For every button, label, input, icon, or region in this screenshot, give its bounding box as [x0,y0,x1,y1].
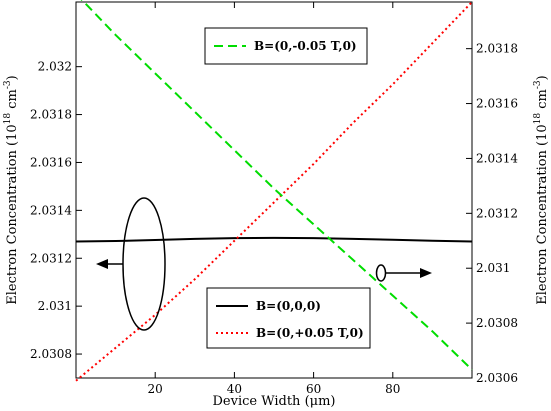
annotation-arrow-right-head [420,268,432,278]
left-y-tick-label: 2.032 [38,60,72,74]
right-y-tick-label: 2.0318 [476,42,518,56]
left-y-label-part-3: ) [5,75,20,80]
legend-bottom: B=(0,0,0) B=(0,+0.05 T,0) [206,287,371,349]
left-y-tick-label: 2.0318 [30,108,72,122]
legend-bottom-box [206,287,371,349]
right-y-tick-label: 2.0306 [476,371,518,385]
right-y-tick-label: 2.0314 [476,151,518,165]
annotation-ellipse-left [122,197,166,331]
left-y-tick-label: 2.031 [38,299,72,313]
series-line-1 [75,236,473,243]
series-line-3 [80,0,473,371]
left-y-label-sup-1: 18 [3,113,13,125]
x-tick-label: 60 [306,382,321,396]
legend-label-plus: B=(0,+0.05 T,0) [256,326,364,340]
annotation-ellipse-right [375,264,387,282]
annotation-left-axis [96,197,166,331]
right-y-tick-label: 2.0312 [476,206,518,220]
right-y-axis-label: Electron Concentration (1018 cm-3) [533,75,550,304]
right-y-label-part-2: cm [535,89,550,113]
right-y-tick-label: 2.0308 [476,316,518,330]
series-layer [75,0,473,382]
x-axis-label: Device Width (μm) [213,394,336,409]
right-y-tick-label: 2.0316 [476,97,518,111]
right-y-tick-label: 2.031 [476,261,510,275]
right-y-label-sup-2: -3 [533,80,543,89]
ticks-layer: 20 40 60 80 2.0308 2.031 2.0312 2.0314 2.0316 2.0… [30,2,518,396]
legend-top: B=(0,-0.05 T,0) [204,27,368,65]
x-tick-label: 80 [385,382,400,396]
x-tick-label: 20 [148,382,163,396]
plot-frame [75,1,473,379]
series-line-2 [75,1,473,382]
legend-label-zero: B=(0,0,0) [256,299,321,313]
legend-label-minus: B=(0,-0.05 T,0) [254,39,357,53]
right-y-label-sup-1: 18 [533,113,543,125]
right-y-label-part-1: Electron Concentration (10 [535,124,550,304]
left-y-tick-label: 2.0316 [30,155,72,169]
left-y-label-sup-2: -3 [3,80,13,89]
right-y-label-part-3: ) [535,75,550,80]
left-y-axis-label: Electron Concentration (1018 cm-3) [3,75,20,304]
left-y-tick-label: 2.0314 [30,203,72,217]
left-y-label-part-2: cm [5,89,20,113]
left-y-tick-label: 2.0312 [30,251,72,265]
x-tick-label: 40 [227,382,242,396]
left-y-tick-label: 2.0308 [30,347,72,361]
annotation-right-axis [375,264,432,282]
annotation-arrow-left-head [96,259,108,269]
left-y-label-part-1: Electron Concentration (10 [5,124,20,304]
